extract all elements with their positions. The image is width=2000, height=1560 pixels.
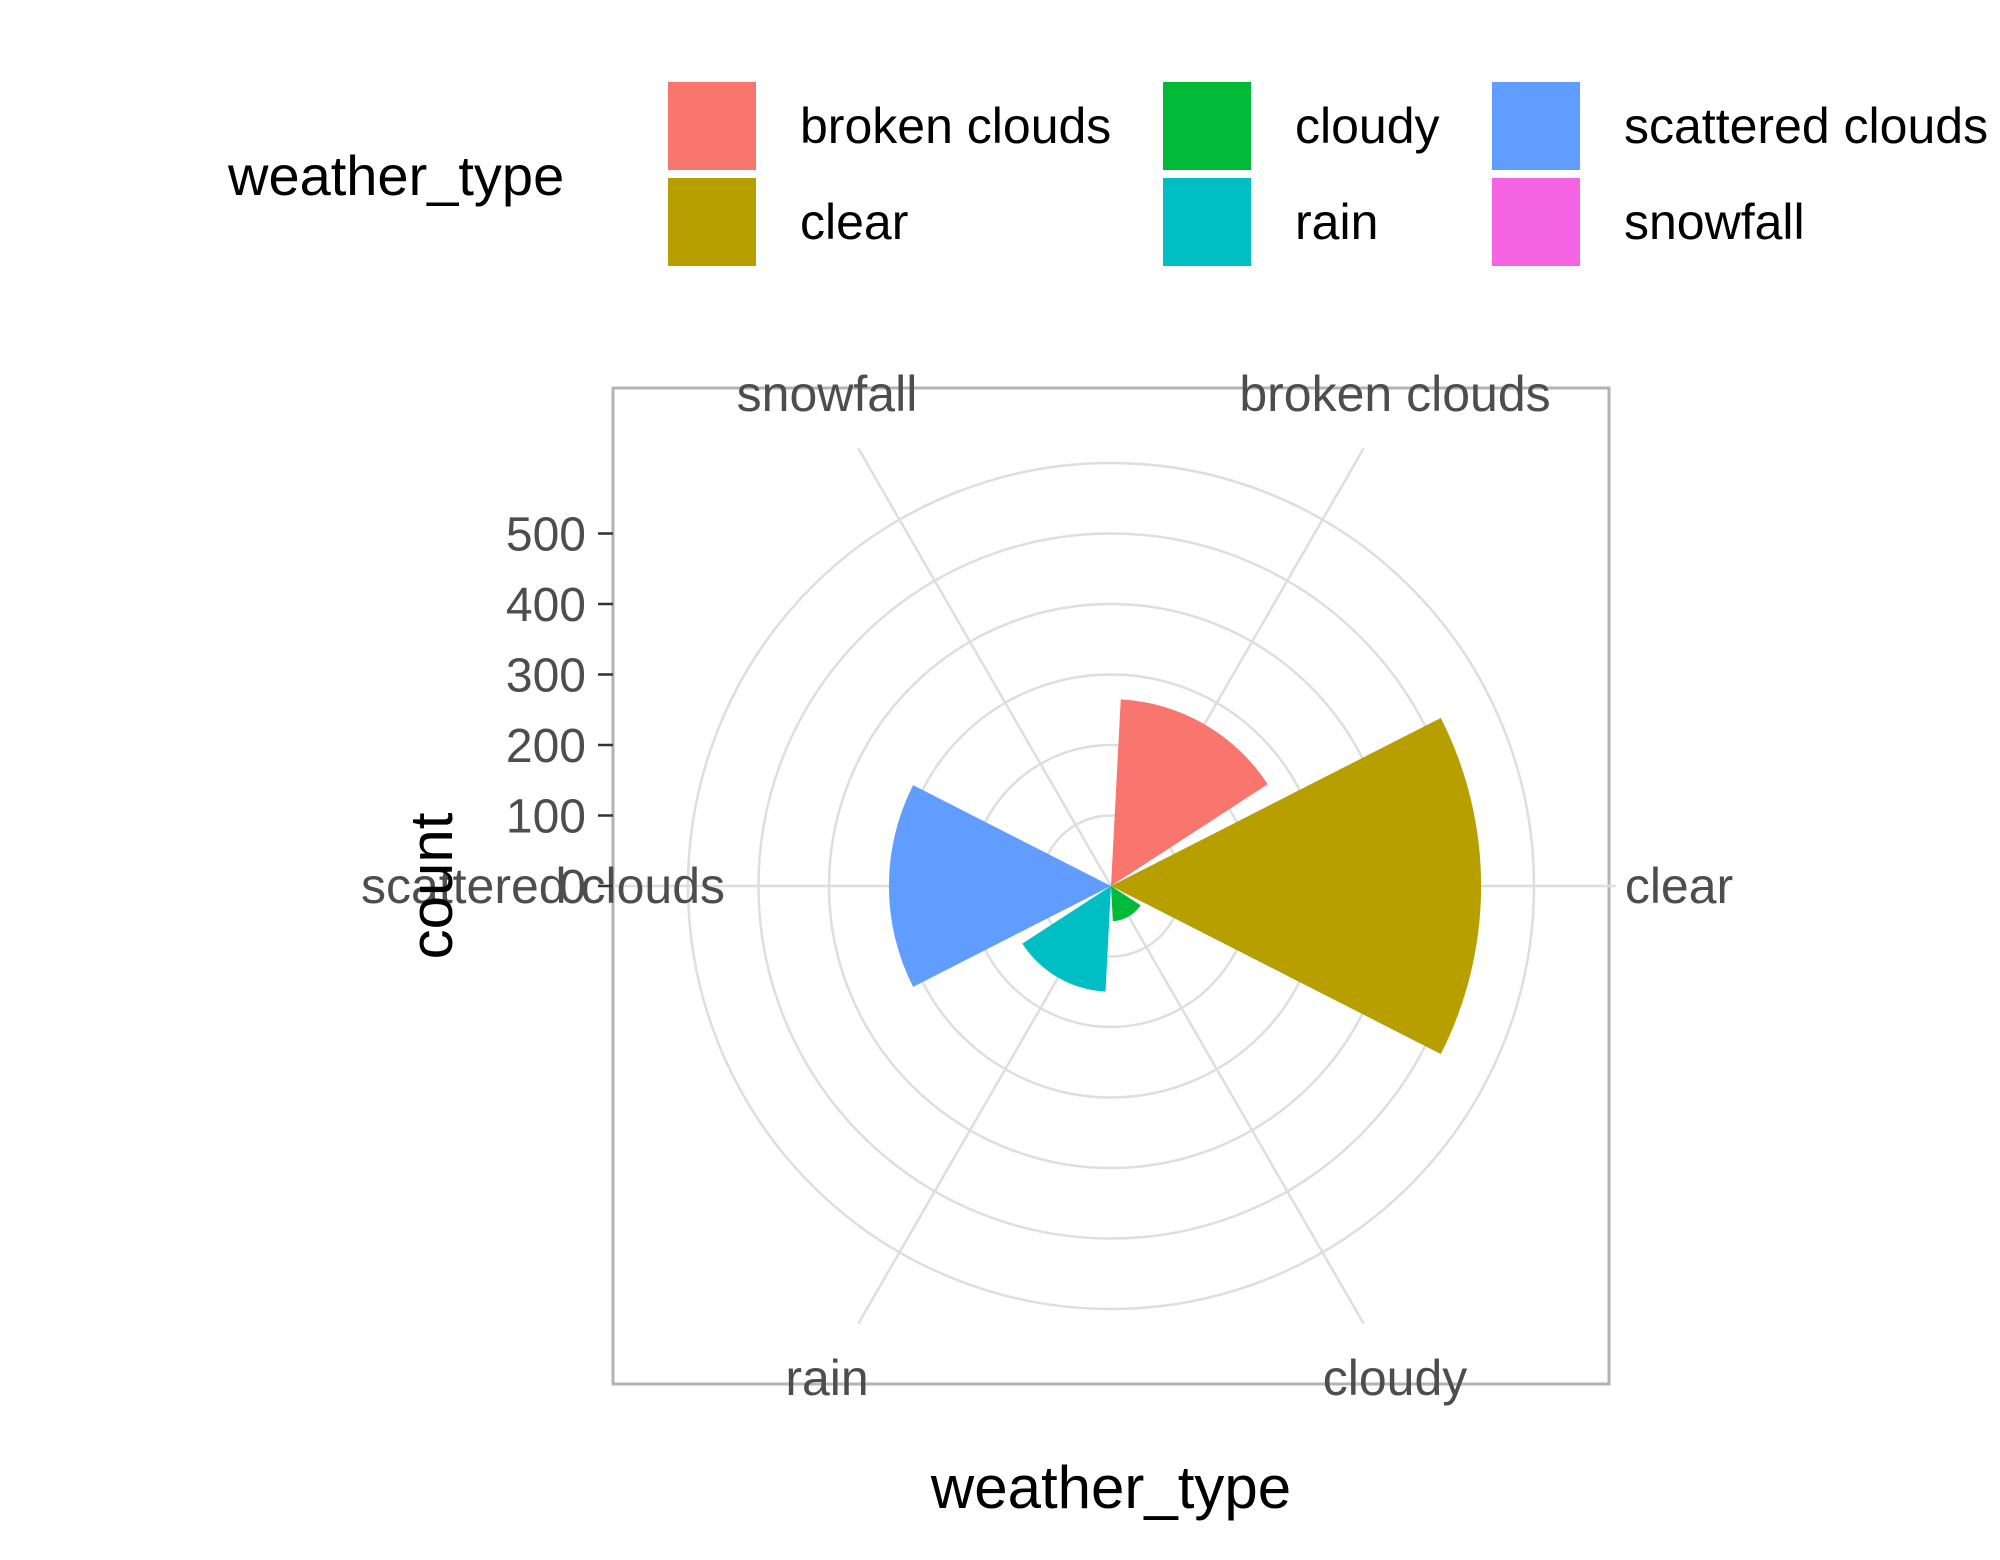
grid-spoke	[1109, 885, 1365, 1325]
legend-label: rain	[1295, 194, 1378, 250]
legend-key	[1492, 178, 1580, 266]
legend: weather_type broken clouds clear cloudy rai…	[227, 82, 1988, 266]
legend-label: snowfall	[1624, 194, 1805, 250]
legend-key	[1163, 178, 1251, 266]
bar-broken-clouds	[1111, 699, 1268, 886]
y-axis-title: count	[398, 812, 465, 959]
y-tick-label: 200	[506, 720, 586, 773]
bar-cloudy	[1111, 886, 1141, 922]
category-label: cloudy	[1323, 1350, 1468, 1406]
category-label: clear	[1625, 858, 1733, 914]
category-label: snowfall	[737, 366, 918, 422]
legend-label: broken clouds	[800, 98, 1111, 154]
y-tick-label: 500	[506, 509, 586, 562]
bar-clear	[1111, 717, 1482, 1055]
bar-scattered-clouds	[888, 785, 1111, 987]
y-tick-label: 400	[506, 579, 586, 632]
legend-title: weather_type	[227, 144, 564, 207]
legend-key	[668, 82, 756, 170]
bar-rain	[1022, 886, 1111, 992]
category-labels: broken clouds clear cloudy rain scattered cl…	[361, 366, 1733, 1406]
legend-key	[1492, 82, 1580, 170]
category-label: broken clouds	[1239, 366, 1550, 422]
y-tick-label: 300	[506, 650, 586, 703]
bars	[888, 699, 1482, 1055]
legend-label: cloudy	[1295, 98, 1440, 154]
category-label: scattered clouds	[361, 858, 725, 914]
x-axis-title: weather_type	[930, 1454, 1291, 1521]
grid-spoke	[857, 447, 1113, 887]
legend-label: scattered clouds	[1624, 98, 1988, 154]
y-tick-label: 0	[559, 861, 586, 914]
legend-key	[668, 178, 756, 266]
y-axis: 0 100 200 300 400 500	[506, 509, 613, 914]
legend-items: broken clouds clear cloudy rain scattered cl…	[668, 82, 1988, 266]
y-tick-label: 100	[506, 791, 586, 844]
category-label: rain	[785, 1350, 868, 1406]
legend-key	[1163, 82, 1251, 170]
legend-label: clear	[800, 194, 908, 250]
